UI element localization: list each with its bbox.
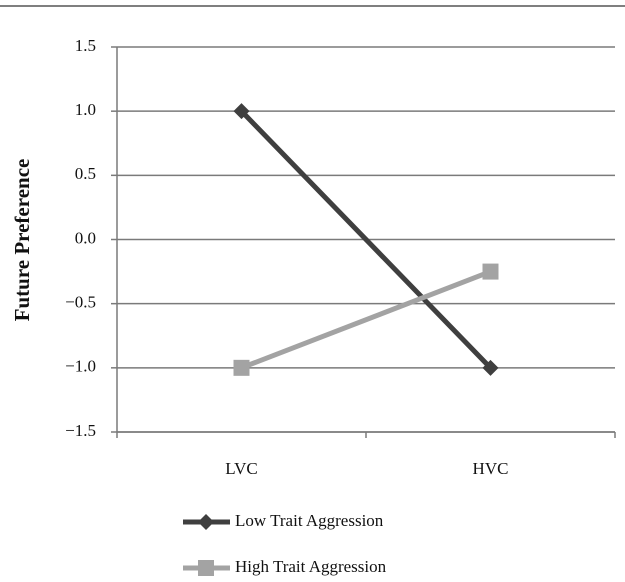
y-tick-label: 0.5 xyxy=(75,164,96,183)
data-point xyxy=(482,263,499,280)
y-tick-label: 0.0 xyxy=(75,228,96,247)
x-tick-label: HVC xyxy=(473,459,509,478)
series-line xyxy=(240,269,492,371)
data-point xyxy=(482,359,499,376)
legend-label: Low Trait Aggression xyxy=(235,511,384,530)
y-axis-label: Future Preference xyxy=(10,159,34,322)
y-tick-label: −1.5 xyxy=(65,421,96,440)
x-tick-label: LVC xyxy=(225,459,257,478)
legend-marker xyxy=(198,514,214,530)
data-point xyxy=(233,359,250,376)
y-tick-label: −1.0 xyxy=(65,357,96,376)
series-line xyxy=(239,109,493,370)
y-tick-label: 1.0 xyxy=(75,100,96,119)
y-tick-label: −0.5 xyxy=(65,293,96,312)
legend-label: High Trait Aggression xyxy=(235,557,387,576)
data-point xyxy=(233,103,250,120)
y-tick-label: 1.5 xyxy=(75,36,96,55)
legend-marker xyxy=(198,560,214,576)
